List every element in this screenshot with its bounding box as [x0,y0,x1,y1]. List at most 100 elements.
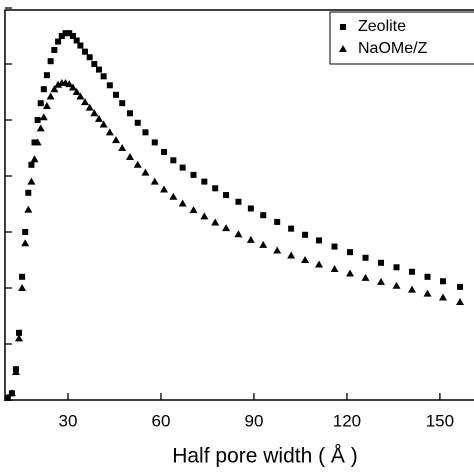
triangle-marker [15,334,24,342]
square-marker [43,72,50,79]
legend-box [329,11,474,65]
triangle-marker [85,103,94,111]
square-marker [62,30,69,37]
triangle-marker [112,136,121,144]
triangle-marker [273,246,282,254]
triangle-marker [222,224,231,232]
square-marker [100,73,107,80]
square-marker [362,254,369,261]
square-marker [179,164,186,171]
square-marker [106,82,113,89]
square-marker [288,225,295,232]
triangle-marker [90,109,99,117]
triangle-marker [46,92,55,100]
triangle-marker [339,45,347,52]
square-marker [34,117,41,123]
square-marker [69,33,76,39]
triangle-marker [456,298,465,305]
triangle-marker [33,138,42,146]
triangle-marker [200,212,209,220]
triangle-marker [178,199,187,207]
legend-label: Zeolite [358,18,406,35]
x-tick-label: 90 [244,411,263,430]
square-marker [260,212,267,219]
square-marker [66,30,73,37]
square-marker [302,231,309,238]
x-tick-label: 60 [152,411,171,430]
triangle-marker [18,284,27,291]
triangle-marker [39,113,48,121]
square-marker [95,66,102,73]
triangle-marker [408,285,417,293]
triangle-marker [287,251,296,259]
triangle-marker [65,80,74,88]
triangle-marker [30,155,39,163]
square-marker [331,243,338,250]
triangle-marker [315,260,324,268]
legend-label: NaOMe/Z [358,40,428,57]
triangle-marker [160,185,169,193]
triangle-marker [125,152,134,160]
triangle-marker [21,239,30,247]
triangle-marker [3,393,12,401]
square-marker [28,161,35,168]
x-axis-label: Half pore width ( Å ) [172,445,358,468]
square-marker [340,24,346,30]
triangle-marker [169,192,178,200]
triangle-marker [76,92,85,100]
x-tick-label: 150 [426,411,454,430]
square-marker [440,278,447,285]
triangle-marker [141,168,150,176]
x-tick-label: 120 [333,411,361,430]
triangle-marker [133,160,142,168]
triangle-marker [234,230,243,238]
triangle-marker [42,102,51,109]
square-marker [316,237,323,244]
triangle-marker [11,368,20,375]
square-marker [25,189,32,196]
square-marker [126,110,133,117]
triangle-marker [118,144,127,151]
triangle-marker [423,289,432,297]
triangle-marker [72,88,81,95]
square-marker [16,329,23,336]
triangle-marker [94,114,103,122]
plot-frame [4,9,474,401]
square-marker [457,283,464,290]
triangle-marker [36,124,45,132]
triangle-marker [7,389,16,397]
square-marker [58,33,65,39]
triangle-marker [346,269,355,277]
square-marker [409,268,416,275]
triangle-marker [150,177,159,185]
triangle-marker [377,277,386,285]
square-marker [37,100,44,107]
square-marker [347,249,354,256]
square-marker [82,48,89,55]
square-marker [51,47,58,53]
square-marker [212,185,219,192]
square-marker [91,61,98,67]
square-marker [223,192,230,199]
triangle-marker [68,83,77,91]
square-marker [73,37,80,44]
square-marker [134,119,141,126]
triangle-marker [361,273,370,281]
square-marker [151,139,158,146]
square-marker [424,273,431,280]
triangle-marker [392,281,401,289]
square-marker [77,42,84,49]
triangle-marker [330,264,339,272]
square-marker [201,178,208,185]
triangle-marker [27,177,36,185]
triangle-marker [439,293,448,301]
square-marker [142,129,149,136]
triangle-marker [50,85,59,93]
square-marker [40,86,47,93]
square-marker [170,157,177,164]
triangle-marker [259,240,268,248]
square-marker [235,198,242,205]
square-marker [274,218,281,225]
